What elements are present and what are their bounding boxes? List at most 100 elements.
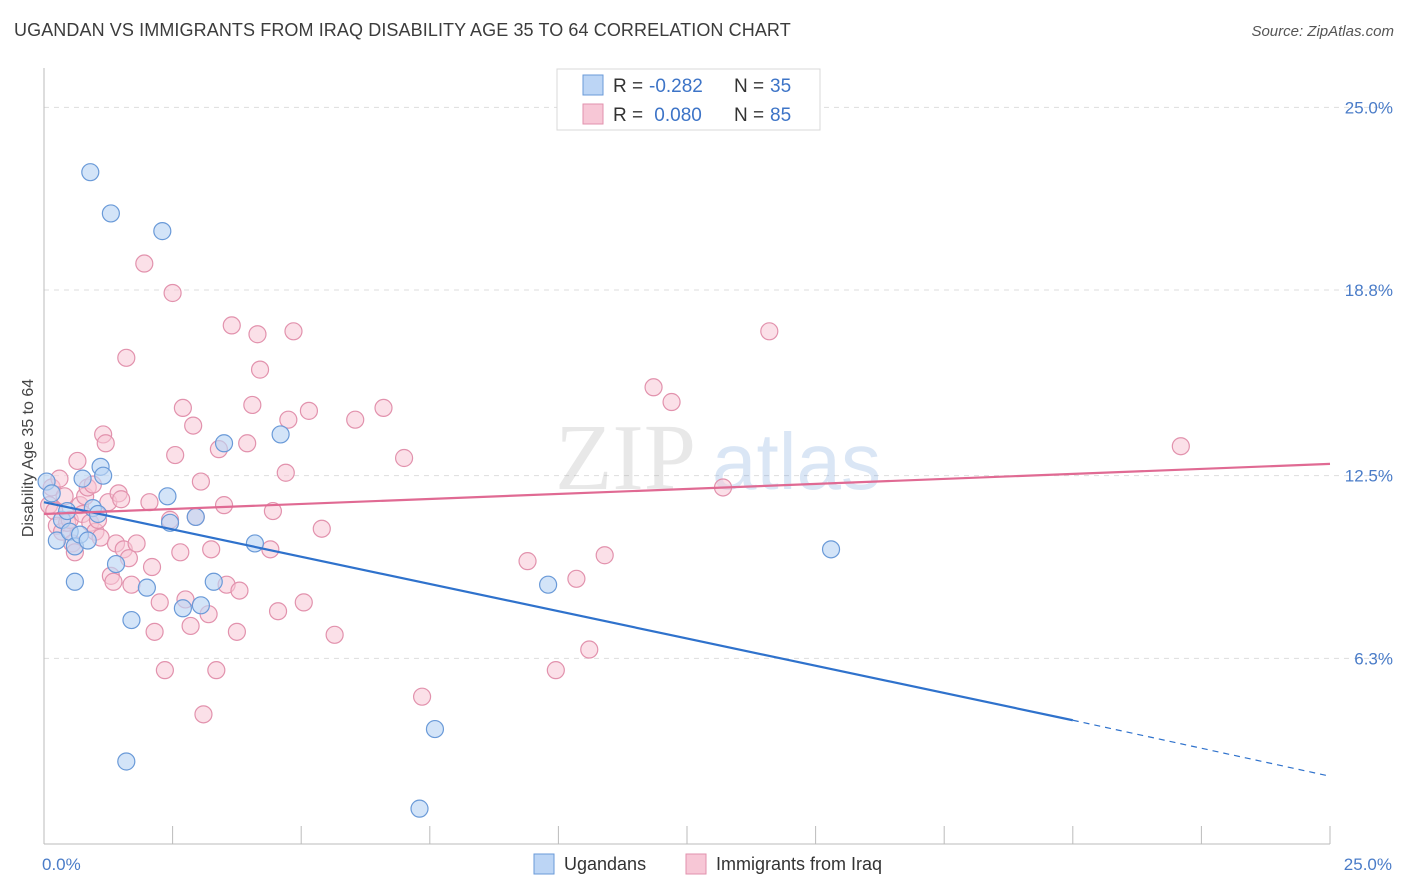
ugandans-point-25 bbox=[186, 507, 205, 527]
y-tick-1: 12.5% bbox=[1345, 467, 1393, 486]
ugandans-point-24 bbox=[173, 599, 192, 618]
iraq-point-65 bbox=[263, 501, 283, 521]
iraq-point-80 bbox=[567, 569, 586, 588]
y-tick-0: 6.3% bbox=[1354, 649, 1393, 668]
x-tick-min: 0.0% bbox=[42, 855, 81, 874]
iraq-point-63 bbox=[250, 360, 270, 379]
iraq-point-49 bbox=[191, 472, 210, 491]
series-ugandans-points bbox=[37, 163, 841, 818]
ugandans-point-33 bbox=[539, 575, 558, 594]
ugandans-point-2 bbox=[47, 531, 66, 550]
ugandans-point-7 bbox=[65, 572, 84, 591]
iraq-point-43 bbox=[171, 543, 190, 562]
iraq-point-74 bbox=[346, 410, 365, 429]
ugandans-point-9 bbox=[73, 469, 92, 488]
ugandans-point-34 bbox=[821, 540, 841, 559]
iraq-point-71 bbox=[299, 401, 319, 420]
iraq-point-83 bbox=[644, 378, 663, 397]
iraq-point-32 bbox=[122, 575, 141, 594]
watermark-zip: ZIP bbox=[555, 406, 696, 510]
bottom-label-iraq: Immigrants from Iraq bbox=[716, 854, 882, 874]
iraq-point-61 bbox=[243, 395, 262, 415]
iraq-point-69 bbox=[284, 322, 303, 341]
ugandans-point-19 bbox=[122, 610, 141, 630]
iraq-point-58 bbox=[227, 622, 246, 641]
ugandans-point-1 bbox=[42, 484, 61, 503]
legend-r-label-2: R = bbox=[613, 105, 643, 126]
axes bbox=[43, 68, 1331, 845]
legend-n-value-1: 35 bbox=[770, 76, 791, 97]
iraq-point-59 bbox=[230, 581, 249, 600]
bottom-swatch-iraq bbox=[685, 853, 707, 875]
legend-n-label-1: N = bbox=[734, 76, 764, 97]
iraq-point-82 bbox=[595, 546, 614, 565]
watermark-atlas: atlas bbox=[712, 417, 881, 506]
y-tick-2: 18.8% bbox=[1345, 281, 1393, 300]
iraq-point-35 bbox=[140, 493, 159, 512]
source-label: Source: ZipAtlas.com bbox=[1251, 23, 1394, 40]
iraq-point-28 bbox=[112, 490, 131, 509]
iraq-point-30 bbox=[117, 348, 136, 367]
y-axis-label: Disability Age 35 to 64 bbox=[20, 379, 37, 537]
iraq-point-42 bbox=[166, 445, 185, 465]
iraq-point-50 bbox=[194, 705, 213, 724]
iraq-point-72 bbox=[312, 519, 331, 538]
iraq-point-41 bbox=[163, 283, 182, 303]
iraq-point-46 bbox=[181, 616, 200, 636]
bottom-label-ugandans: Ugandans bbox=[564, 854, 646, 874]
ugandans-point-22 bbox=[158, 487, 177, 506]
y-tick-labels: 6.3% 12.5% 18.8% 25.0% bbox=[1345, 98, 1393, 668]
x-tick-labels: 0.0% 25.0% bbox=[42, 855, 1392, 874]
iraq-point-52 bbox=[202, 540, 221, 559]
iraq-point-34 bbox=[135, 254, 154, 273]
ugandans-point-32 bbox=[425, 719, 445, 739]
iraq-point-39 bbox=[155, 661, 174, 680]
ugandans-point-15 bbox=[94, 466, 113, 485]
iraq-point-78 bbox=[518, 552, 537, 571]
iraq-point-68 bbox=[279, 410, 298, 429]
bottom-swatch-ugandans bbox=[533, 853, 555, 875]
iraq-point-57 bbox=[222, 316, 241, 335]
iraq-point-53 bbox=[207, 661, 226, 680]
ugandans-point-28 bbox=[214, 434, 234, 453]
x-tick-max: 25.0% bbox=[1344, 855, 1392, 874]
legend-r-label-1: R = bbox=[613, 76, 643, 97]
legend-r-value-2: 0.080 bbox=[649, 105, 702, 126]
iraq-point-87 bbox=[1171, 437, 1190, 456]
gridlines bbox=[44, 106, 1392, 659]
ugandans-point-21 bbox=[153, 222, 172, 241]
legend-swatch-ugandans bbox=[582, 74, 604, 96]
iraq-point-79 bbox=[546, 661, 565, 680]
top-legend: R = -0.282 N = 35 R = 0.080 N = 85 bbox=[556, 68, 821, 131]
iraq-point-70 bbox=[294, 593, 313, 612]
ugandans-point-11 bbox=[81, 163, 100, 182]
iraq-point-11 bbox=[68, 451, 87, 471]
legend-n-label-2: N = bbox=[734, 105, 764, 126]
y-tick-3: 25.0% bbox=[1345, 98, 1393, 117]
iraq-point-75 bbox=[374, 398, 393, 418]
ugandans-point-20 bbox=[137, 578, 156, 597]
ugandans-point-16 bbox=[101, 204, 120, 223]
iraq-point-84 bbox=[662, 392, 681, 412]
iraq-point-62 bbox=[248, 325, 267, 344]
iraq-point-37 bbox=[145, 622, 164, 641]
iraq-point-47 bbox=[184, 416, 203, 435]
ugandans-trend-line bbox=[43, 501, 1074, 722]
ugandans-point-17 bbox=[106, 554, 126, 574]
iraq-point-55 bbox=[214, 496, 234, 515]
ugandans-point-26 bbox=[191, 596, 210, 615]
trend-lines bbox=[43, 462, 1331, 777]
legend-swatch-iraq bbox=[582, 103, 604, 125]
iraq-point-38 bbox=[150, 593, 169, 612]
iraq-point-25 bbox=[104, 572, 123, 591]
bottom-legend: Ugandans Immigrants from Iraq bbox=[533, 853, 882, 875]
ugandans-point-27 bbox=[204, 572, 223, 591]
ugandans-point-29 bbox=[245, 534, 265, 553]
iraq-point-60 bbox=[238, 434, 257, 453]
legend-r-value-1: -0.282 bbox=[649, 76, 703, 97]
iraq-point-36 bbox=[142, 557, 162, 577]
ugandans-trend-extension bbox=[1072, 719, 1331, 777]
iraq-point-86 bbox=[760, 322, 779, 341]
iraq-point-77 bbox=[412, 687, 432, 706]
iraq-point-81 bbox=[580, 640, 599, 659]
